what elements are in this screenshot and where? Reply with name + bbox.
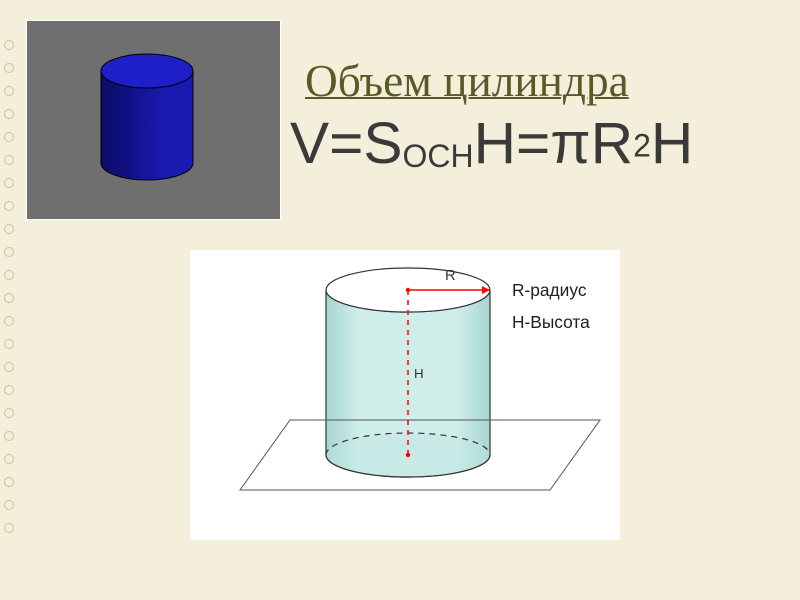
- inset-svg: [27, 21, 281, 220]
- label-h: H-Высота: [512, 312, 590, 333]
- svg-text:H: H: [414, 366, 424, 381]
- label-r: R-радиус: [512, 280, 586, 301]
- slide-title: Объем цилиндра: [305, 55, 629, 107]
- svg-text:R: R: [445, 268, 456, 284]
- inset-cylinder-thumb: [26, 20, 281, 220]
- deco-strip: [0, 0, 16, 600]
- volume-formula: V=SОСНH=πR2H: [290, 110, 693, 177]
- slide: Объем цилиндра V=SОСНH=πR2H RH R-радиус …: [0, 0, 800, 600]
